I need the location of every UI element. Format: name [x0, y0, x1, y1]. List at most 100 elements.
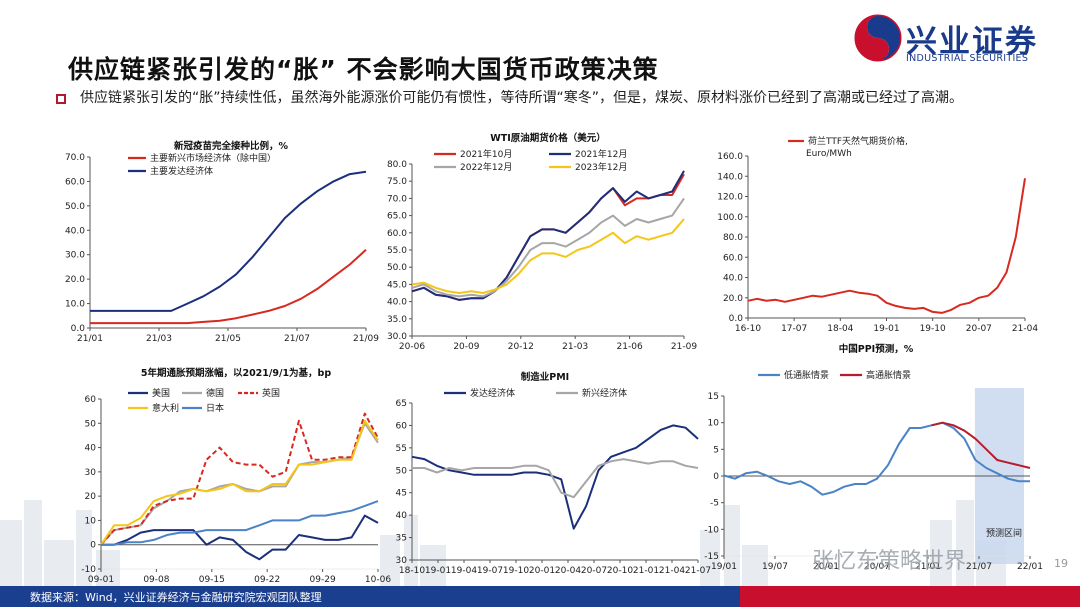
chart-title: WTI原油期货价格（美元） [490, 132, 606, 144]
y-tick-label: 50 [396, 466, 408, 476]
skyline-building [0, 520, 22, 586]
y-tick-label: 40 [396, 511, 408, 521]
x-tick-label: 21-04 [659, 566, 685, 576]
skyline-building [96, 550, 120, 586]
y-tick-label: 70.0 [387, 194, 407, 204]
y-tick-label: 70.0 [65, 153, 85, 163]
footer-accent [740, 586, 1080, 607]
x-tick-label: 09-29 [310, 575, 336, 585]
series-line-3 [100, 412, 379, 546]
x-tick-label: 19/01 [711, 562, 737, 572]
skyline-building [404, 515, 418, 586]
x-tick-label: 10-06 [365, 575, 391, 585]
skyline-building [380, 535, 400, 586]
y-tick-label: 80.0 [387, 160, 407, 170]
x-tick-label: 18-04 [827, 324, 853, 334]
vaccination-chart: 0.0 10.0 20.0 30.0 40.0 50.0 60.0 70.0 21/01 21/0… [65, 140, 379, 344]
series-line-5 [101, 500, 379, 546]
manufacturing-pmi-chart: 30 35 40 45 50 55 60 65 18-10 19-01 19-04 19-07 19-1… [396, 371, 712, 576]
x-tick-label: 19-04 [451, 566, 477, 576]
y-tick-label: 60.0 [723, 253, 743, 263]
x-tick-label: 20-07 [966, 324, 992, 334]
legend-label: 主要发达经济体 [150, 165, 213, 177]
series-line-2 [412, 458, 699, 499]
skyline-building [700, 530, 720, 586]
y-tick-label: 60 [396, 421, 408, 431]
x-tick-label: 19/07 [762, 562, 788, 572]
y-tick-label: 140.0 [717, 172, 743, 182]
x-tick-label: 21-01 [633, 566, 659, 576]
series-line-3 [411, 197, 685, 298]
ttf-gas-chart: 0.0 20.0 40.0 60.0 80.0 100.0 120.0 140.0 160.0 1… [717, 135, 1038, 334]
y-tick-label: -5 [710, 499, 719, 509]
china-ppi-forecast-chart: 预测区间 -15 -10 -5 0 5 10 15 19/01 19/07 20/01 20/07 21… [704, 343, 1043, 572]
series-line-4 [411, 218, 685, 294]
y-tick-label: 10 [708, 419, 720, 429]
x-tick-label: 20-06 [399, 342, 425, 352]
skyline-building [956, 500, 974, 586]
y-tick-label: 40.0 [387, 298, 407, 308]
x-tick-label: 20/01 [813, 562, 839, 572]
legend-label: 荷兰TTF天然气期货价格, [808, 135, 908, 147]
series-line-1 [101, 514, 379, 561]
y-tick-label: 0.0 [71, 324, 86, 334]
series-line-1 [723, 421, 1030, 496]
y-tick-label: 120.0 [717, 193, 743, 203]
y-tick-label: 50.0 [65, 202, 85, 212]
y-tick-label: -10 [81, 565, 96, 575]
legend-label: 发达经济体 [470, 387, 515, 399]
y-tick-label: 60 [85, 395, 97, 405]
x-tick-label: 16-10 [735, 324, 761, 334]
legend-label: 2021年10月 [460, 148, 512, 160]
skyline-building [24, 500, 42, 586]
series-line-2 [100, 422, 379, 546]
x-tick-label: 17-07 [781, 324, 807, 334]
logo-icon [854, 14, 902, 62]
y-tick-label: 20 [85, 492, 97, 502]
x-tick-label: 20-12 [508, 342, 534, 352]
series-line-2 [90, 170, 367, 312]
skyline-building [420, 545, 446, 586]
y-tick-label: 35.0 [387, 315, 407, 325]
legend-label: 高通胀情景 [866, 369, 911, 381]
x-tick-label: 22/01 [1017, 562, 1043, 572]
x-tick-label: 19-07 [477, 566, 503, 576]
x-tick-label: 20/07 [864, 562, 890, 572]
legend-label: 美国 [152, 387, 170, 399]
x-tick-label: 21/07 [284, 334, 310, 344]
bullet-square-icon [56, 94, 66, 104]
x-tick-label: 21/03 [146, 334, 172, 344]
city-skyline-background [0, 500, 1006, 586]
legend-label: 2022年12月 [460, 161, 512, 173]
x-tick-label: 19-01 [425, 566, 451, 576]
y-tick-label: 45 [396, 489, 407, 499]
y-tick-label: 60.0 [387, 229, 407, 239]
x-tick-label: 20-07 [581, 566, 607, 576]
x-tick-label: 20-04 [555, 566, 581, 576]
y-tick-label: 45.0 [387, 280, 407, 290]
x-tick-label: 19-10 [920, 324, 946, 334]
y-tick-label: -10 [704, 525, 719, 535]
y-tick-label: 10 [85, 516, 97, 526]
x-tick-label: 20-09 [453, 342, 479, 352]
legend-label: 2021年12月 [575, 148, 627, 160]
y-tick-label: 65.0 [387, 212, 407, 222]
x-tick-label: 19-10 [503, 566, 529, 576]
legend-label: 日本 [206, 402, 224, 414]
y-tick-label: 40.0 [65, 226, 85, 236]
skyline-building [44, 540, 74, 586]
series-line-1 [747, 178, 1026, 314]
x-tick-label: 21-07 [685, 566, 711, 576]
skyline-building [76, 510, 92, 586]
y-tick-label: 0.0 [729, 314, 744, 324]
chart-title: 新冠疫苗完全接种比例，% [174, 140, 289, 152]
bullet-text: 供应链紧张引发的“胀”持续性低，虽然海外能源涨价可能仍有惯性，等待所谓“寒冬”，… [80, 90, 964, 106]
y-tick-label: 10.0 [65, 300, 85, 310]
x-tick-label: 21/01 [915, 562, 941, 572]
x-tick-label: 21-09 [671, 342, 697, 352]
x-tick-label: 20-01 [529, 566, 555, 576]
x-tick-label: 21/07 [966, 562, 992, 572]
y-tick-label: 30 [85, 468, 97, 478]
logo-subtitle: INDUSTRIAL SECURITIES [906, 53, 1029, 64]
y-tick-label: 65 [396, 399, 407, 409]
